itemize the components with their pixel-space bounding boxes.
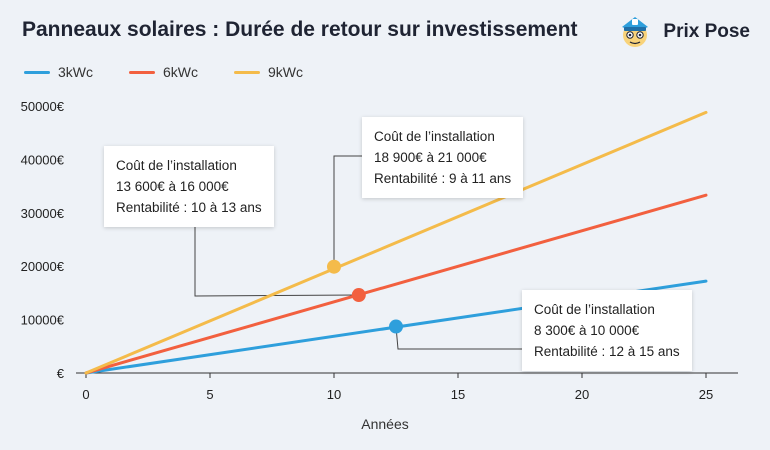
annotation-line: Rentabilité : 9 à 11 ans	[374, 171, 512, 186]
x-tick-label: 5	[206, 387, 213, 402]
annotation-9kwc: Coût de l’installation 18 900€ à 21 000€…	[362, 117, 524, 198]
legend-item-3kwc: 3kWc	[24, 64, 93, 80]
y-tick-label: 10000€	[21, 313, 65, 328]
legend-swatch-9kwc	[234, 70, 260, 74]
y-tick-label: 50000€	[21, 99, 65, 114]
connector-3kwc	[395, 326, 522, 350]
y-tick-label: 30000€	[21, 206, 65, 221]
brand-name: Prix Pose	[663, 21, 750, 42]
connector-9kwc	[333, 155, 362, 267]
mascot-icon	[622, 17, 649, 47]
marker-9kwc	[327, 259, 341, 274]
annotation-line: 8 300€ à 10 000€	[534, 323, 640, 338]
chart-legend: 3kWc 6kWc 9kWc	[24, 64, 339, 80]
y-tick-label: 40000€	[21, 152, 65, 167]
series-line-9kwc	[84, 110, 708, 375]
chart-title: Panneaux solaires : Durée de retour sur …	[22, 18, 578, 41]
legend-item-6kwc: 6kWc	[129, 64, 198, 80]
x-tick-label: 10	[327, 387, 341, 402]
x-tick-label: 20	[575, 387, 589, 402]
brand-logo: Prix Pose	[617, 14, 750, 50]
legend-swatch-6kwc	[129, 70, 155, 74]
annotation-line: Coût de l’installation	[116, 158, 237, 173]
x-tick-label: 0	[82, 387, 89, 402]
annotation-6kwc: Coût de l’installation 13 600€ à 16 000€…	[104, 146, 274, 227]
legend-label-9kwc: 9kWc	[268, 64, 303, 80]
legend-swatch-3kwc	[24, 70, 50, 74]
annotation-line: 13 600€ à 16 000€	[116, 179, 229, 194]
annotation-line: Coût de l’installation	[374, 129, 495, 144]
x-tick-label: 15	[451, 387, 465, 402]
legend-label-3kwc: 3kWc	[58, 64, 93, 80]
y-tick-label: 20000€	[21, 259, 65, 274]
legend-label-6kwc: 6kWc	[163, 64, 198, 80]
annotation-line: Rentabilité : 12 à 15 ans	[534, 344, 680, 359]
annotation-line: Rentabilité : 10 à 13 ans	[116, 200, 262, 215]
legend-item-9kwc: 9kWc	[234, 64, 303, 80]
series-line-6kwc	[84, 193, 708, 375]
x-tick-label: 25	[699, 387, 713, 402]
y-tick-label: €	[57, 366, 65, 381]
annotation-line: Coût de l’installation	[534, 302, 655, 317]
connector-6kwc	[194, 226, 359, 297]
annotation-line: 18 900€ à 21 000€	[374, 150, 487, 165]
marker-6kwc	[351, 288, 366, 303]
x-axis-title: Années	[361, 416, 408, 432]
marker-3kwc	[389, 319, 403, 334]
annotation-3kwc: Coût de l’installation 8 300€ à 10 000€ …	[522, 290, 692, 371]
